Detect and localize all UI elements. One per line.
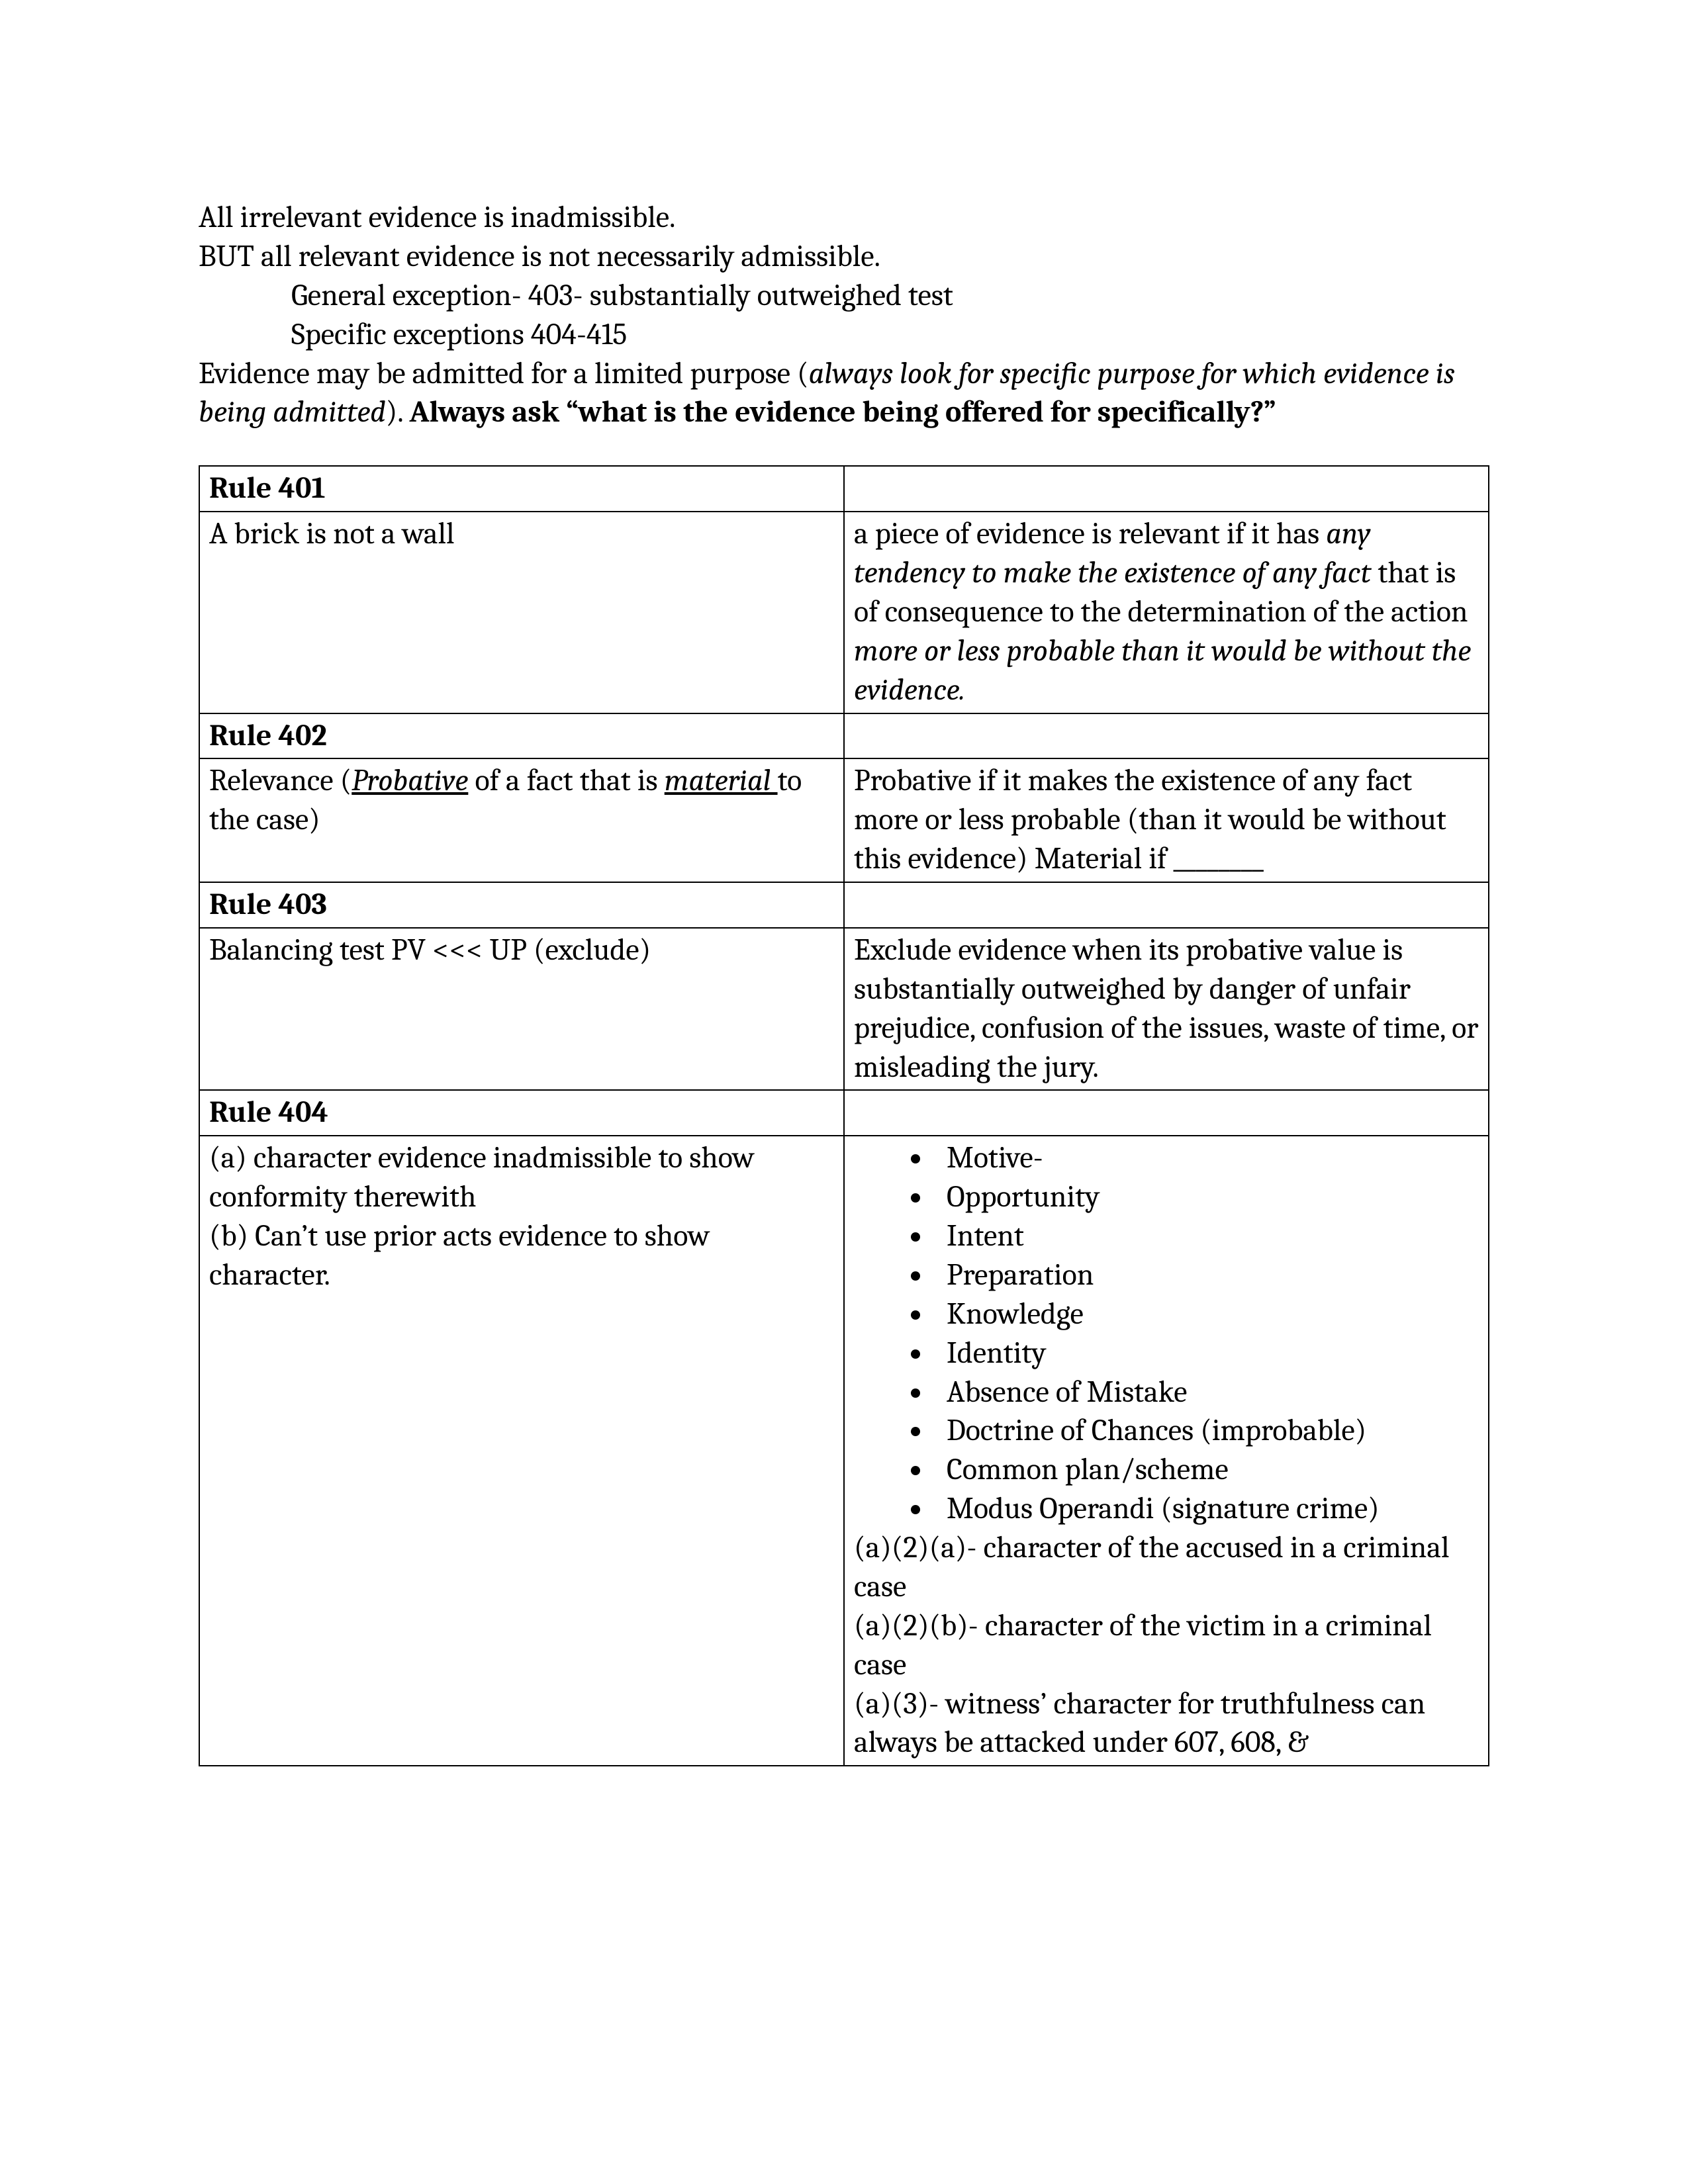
table-row: A brick is not a wall a piece of evidenc… <box>199 512 1489 713</box>
intro-line-3c: ). <box>386 394 410 430</box>
list-item: Motive- <box>933 1139 1479 1178</box>
rule-401-right-d: more or less probable than it would be w… <box>854 633 1471 707</box>
list-item: Preparation <box>933 1256 1479 1295</box>
rule-404-title-empty <box>844 1090 1489 1136</box>
rule-402-left-b: Probative <box>352 763 468 798</box>
rule-403-title-empty <box>844 882 1489 928</box>
rule-401-right: a piece of evidence is relevant if it ha… <box>844 512 1489 713</box>
rule-402-right: Probative if it makes the existence of a… <box>844 758 1489 882</box>
list-item: Intent <box>933 1217 1479 1256</box>
rule-402-left: Relevance (Probative of a fact that is m… <box>199 758 844 882</box>
intro-block: All irrelevant evidence is inadmissible.… <box>199 199 1489 432</box>
rule-402-left-d: material <box>665 763 778 798</box>
intro-indent-1: General exception- 403- substantially ou… <box>199 277 1489 316</box>
table-row: (a) character evidence inadmissible to s… <box>199 1136 1489 1766</box>
intro-line-3d: Always ask “what is the evidence being o… <box>410 394 1276 430</box>
intro-line-3a: Evidence may be admitted for a limited p… <box>199 356 809 391</box>
rule-401-title: Rule 401 <box>199 466 844 512</box>
rule-401-left: A brick is not a wall <box>199 512 844 713</box>
table-row: Balancing test PV <<< UP (exclude) Exclu… <box>199 928 1489 1091</box>
rule-403-left: Balancing test PV <<< UP (exclude) <box>199 928 844 1091</box>
rule-404-right: Motive- Opportunity Intent Preparation K… <box>844 1136 1489 1766</box>
list-item: Identity <box>933 1334 1479 1373</box>
rule-404-after-2: (a)(2)(b)- character of the victim in a … <box>854 1607 1479 1685</box>
rule-404-after-3: (a)(3)- witness’ character for truthfuln… <box>854 1685 1479 1763</box>
page: All irrelevant evidence is inadmissible.… <box>0 0 1688 2184</box>
rule-404-title: Rule 404 <box>199 1090 844 1136</box>
rule-401-right-a: a piece of evidence is relevant if it ha… <box>854 516 1326 551</box>
table-row: Rule 402 <box>199 713 1489 759</box>
rule-402-left-a: Relevance ( <box>209 763 352 798</box>
intro-line-2: BUT all relevant evidence is not necessa… <box>199 238 1489 277</box>
list-item: Common plan/scheme <box>933 1451 1479 1490</box>
list-item: Opportunity <box>933 1178 1479 1217</box>
intro-indent-2: Specific exceptions 404-415 <box>199 316 1489 355</box>
table-row: Rule 401 <box>199 466 1489 512</box>
intro-line-1: All irrelevant evidence is inadmissible. <box>199 199 1489 238</box>
rule-402-left-c: of a fact that is <box>468 763 664 798</box>
rule-404-left: (a) character evidence inadmissible to s… <box>199 1136 844 1766</box>
rule-403-title: Rule 403 <box>199 882 844 928</box>
rule-402-title-empty <box>844 713 1489 759</box>
list-item: Knowledge <box>933 1295 1479 1334</box>
rules-table: Rule 401 A brick is not a wall a piece o… <box>199 465 1489 1766</box>
table-row: Rule 403 <box>199 882 1489 928</box>
table-row: Rule 404 <box>199 1090 1489 1136</box>
rule-404-bullet-list: Motive- Opportunity Intent Preparation K… <box>854 1139 1479 1529</box>
rule-404-after-1: (a)(2)(a)- character of the accused in a… <box>854 1529 1479 1607</box>
table-row: Relevance (Probative of a fact that is m… <box>199 758 1489 882</box>
rule-403-right: Exclude evidence when its probative valu… <box>844 928 1489 1091</box>
list-item: Modus Operandi (signature crime) <box>933 1490 1479 1529</box>
rule-401-title-empty <box>844 466 1489 512</box>
intro-line-3: Evidence may be admitted for a limited p… <box>199 355 1489 433</box>
rule-402-title: Rule 402 <box>199 713 844 759</box>
list-item: Absence of Mistake <box>933 1373 1479 1412</box>
list-item: Doctrine of Chances (improbable) <box>933 1412 1479 1451</box>
